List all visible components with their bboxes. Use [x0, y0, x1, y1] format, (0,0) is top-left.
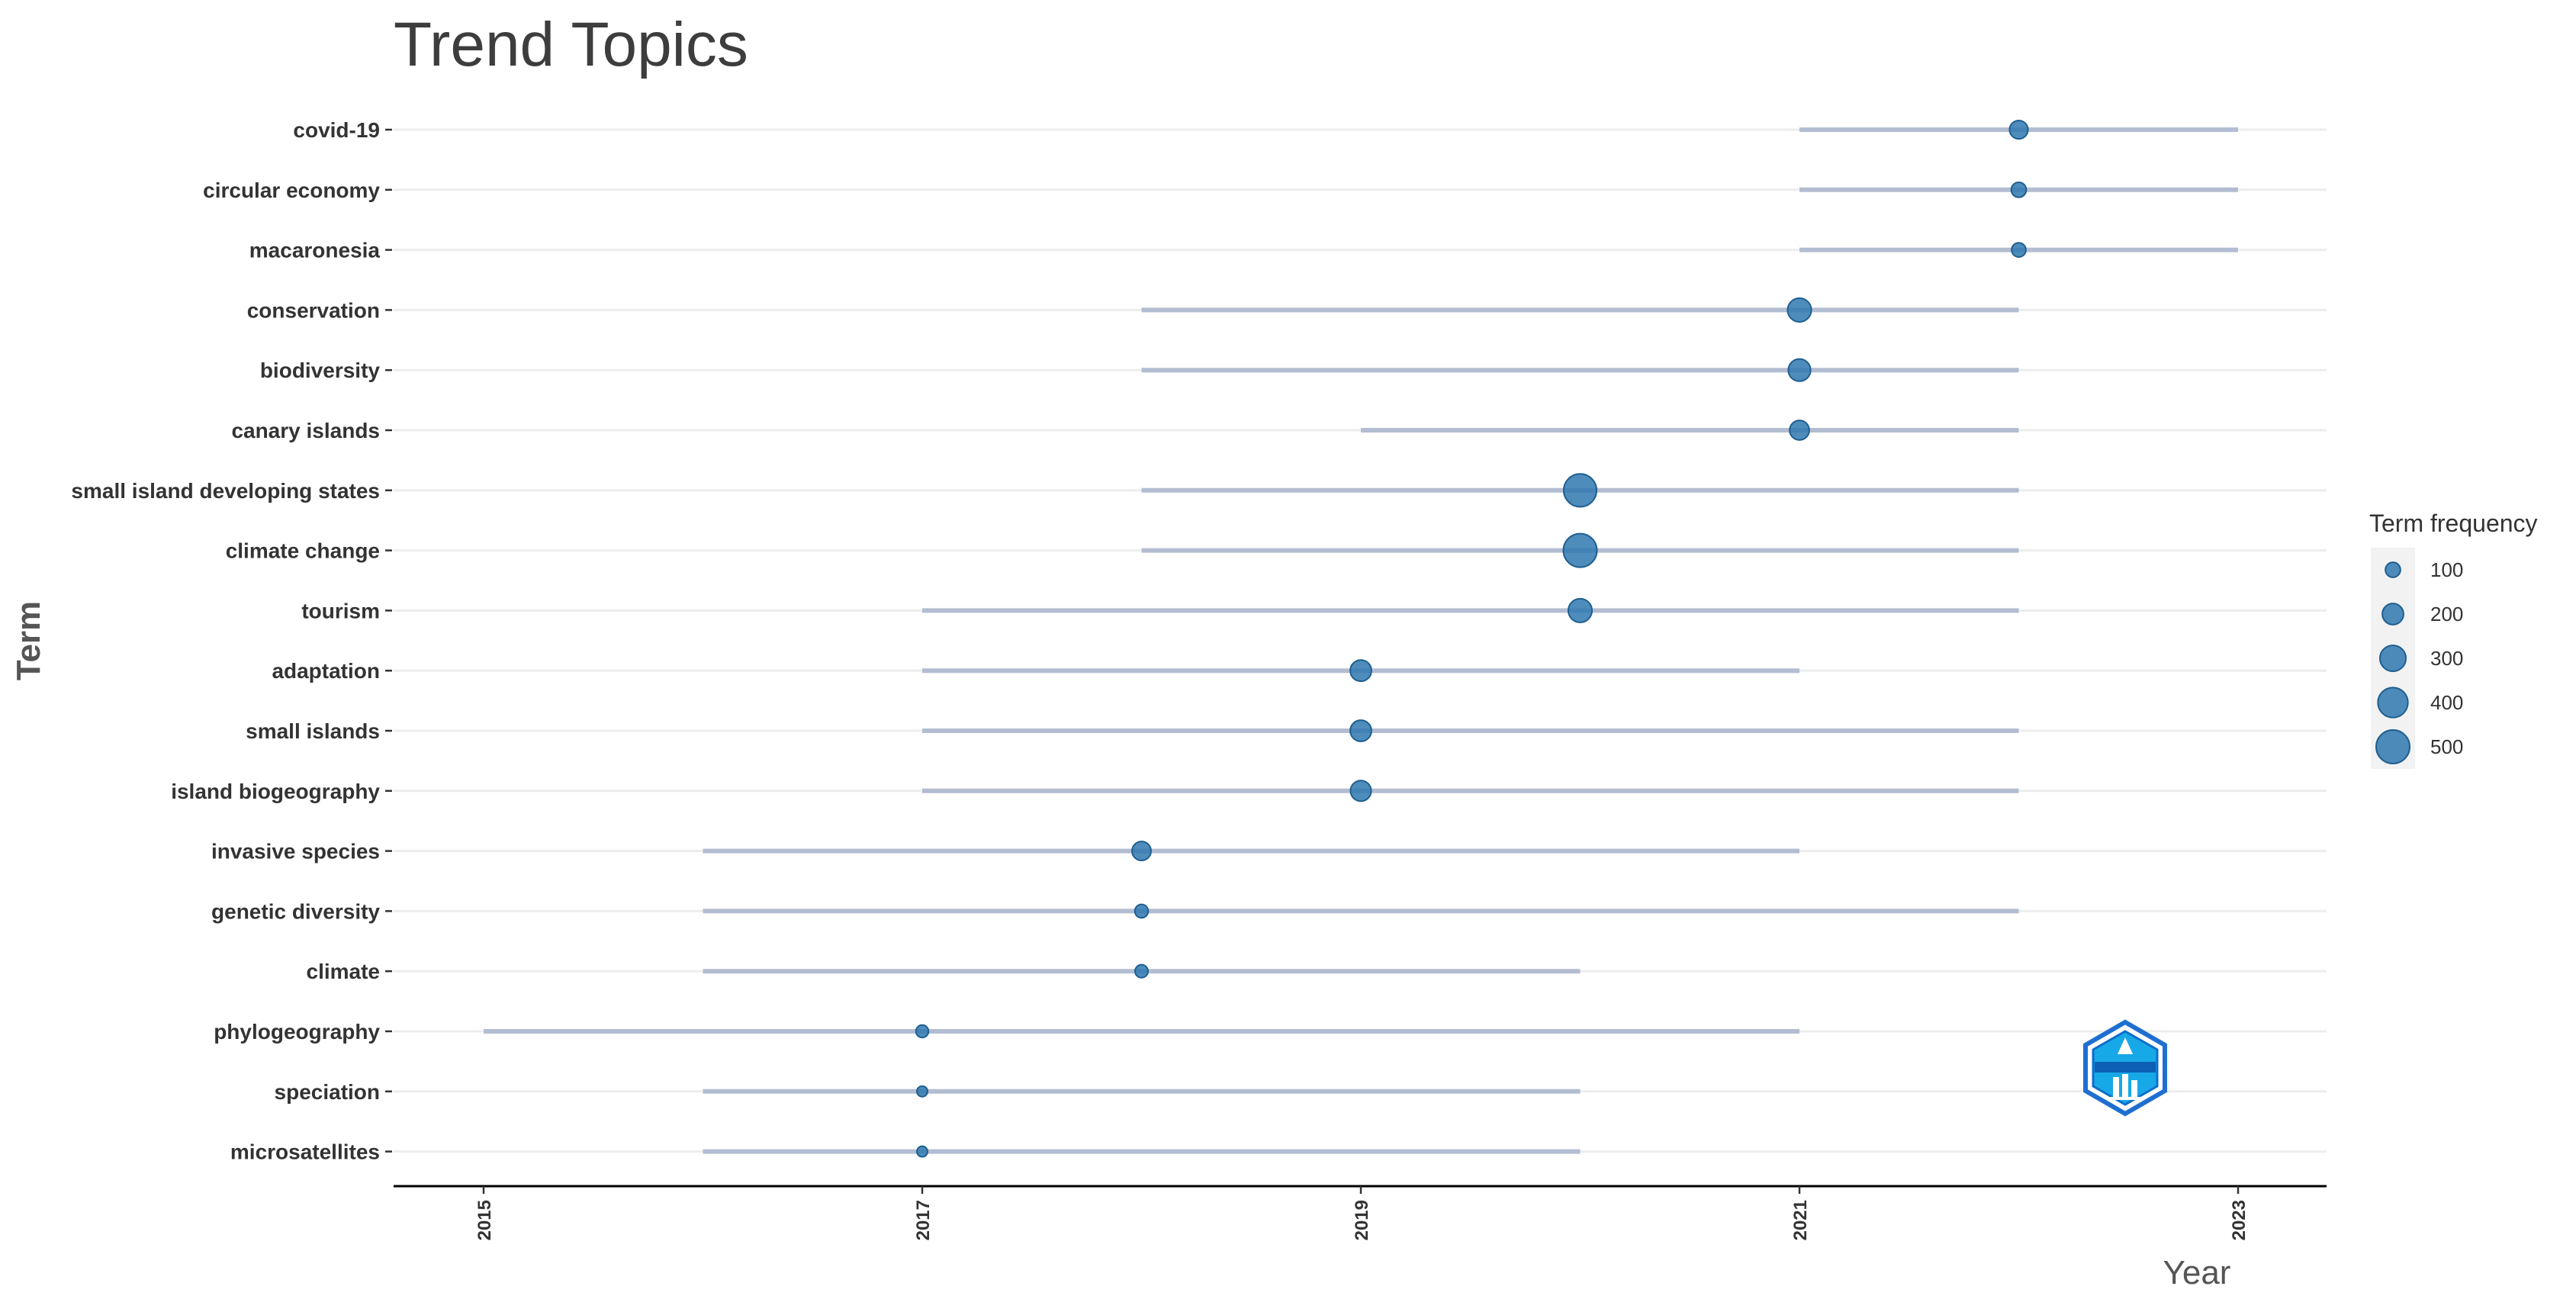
- x-tick-label: 2023: [2229, 1200, 2250, 1240]
- legend-key-point: [2375, 729, 2410, 764]
- term-label: genetic diversity: [211, 899, 380, 923]
- x-tick-label: 2021: [1790, 1200, 1811, 1240]
- bibliometrix-logo-icon: [2083, 1019, 2167, 1117]
- term-label: climate change: [226, 539, 380, 563]
- legend-label: 400: [2430, 691, 2463, 714]
- term-label: macaronesia: [249, 239, 381, 262]
- legend-key-point: [2378, 644, 2407, 673]
- term-label: microsatellites: [230, 1140, 380, 1164]
- grid-lines: [394, 128, 2327, 1153]
- term-point: [2008, 119, 2029, 140]
- term-label: conservation: [247, 298, 380, 322]
- term-point: [915, 1024, 930, 1039]
- term-labels: covid-19 circular economy macaronesia conse…: [71, 118, 392, 1164]
- term-point: [1567, 597, 1594, 623]
- x-axis: 2015 2017 2019 2021 2023: [394, 1185, 2327, 1240]
- legend-key-point: [2377, 687, 2409, 719]
- legend-label: 500: [2430, 735, 2463, 758]
- term-label: biodiversity: [260, 359, 381, 382]
- term-point: [916, 1085, 928, 1098]
- year-range-lines: [484, 127, 2238, 1154]
- term-point: [1562, 473, 1598, 508]
- term-point: [1787, 358, 1812, 382]
- legend-key-point: [2381, 603, 2404, 625]
- term-label: circular economy: [203, 178, 380, 202]
- term-label: phylogeography: [214, 1020, 380, 1044]
- x-tick-label: 2017: [913, 1200, 934, 1240]
- legend-label: 100: [2430, 558, 2463, 581]
- legend-title: Term frequency: [2369, 510, 2538, 537]
- term-label: tourism: [301, 599, 380, 622]
- legend-label: 200: [2430, 603, 2463, 625]
- chart-title: Trend Topics: [394, 10, 748, 79]
- term-label: invasive species: [211, 840, 380, 863]
- term-point: [1349, 659, 1372, 683]
- term-point: [1134, 963, 1150, 979]
- legend-key-point: [2385, 561, 2401, 578]
- term-point: [1134, 903, 1150, 919]
- term-label: speciation: [275, 1080, 380, 1104]
- term-label: climate: [307, 960, 381, 983]
- term-point: [2010, 181, 2028, 198]
- frequency-points: [915, 119, 2029, 1158]
- x-tick-label: 2015: [474, 1200, 495, 1240]
- legend-label: 300: [2430, 647, 2463, 670]
- x-axis-title: Year: [2163, 1254, 2231, 1291]
- term-point: [1349, 780, 1372, 802]
- term-label: adaptation: [272, 659, 380, 683]
- term-label: island biogeography: [171, 780, 380, 803]
- term-point: [2011, 242, 2027, 258]
- term-point: [1562, 532, 1598, 568]
- term-point: [1786, 297, 1812, 323]
- term-point: [916, 1145, 928, 1158]
- size-legend: Term frequency 100 200 300 400 500: [2369, 510, 2538, 769]
- term-label: small islands: [246, 719, 380, 743]
- term-label: covid-19: [293, 118, 380, 142]
- x-tick-label: 2019: [1352, 1200, 1372, 1240]
- term-point: [1349, 719, 1372, 742]
- term-point: [1789, 420, 1810, 441]
- term-label: canary islands: [231, 419, 380, 442]
- term-label: small island developing states: [71, 479, 380, 503]
- term-point: [1131, 841, 1152, 862]
- y-axis-title: Term: [10, 601, 47, 680]
